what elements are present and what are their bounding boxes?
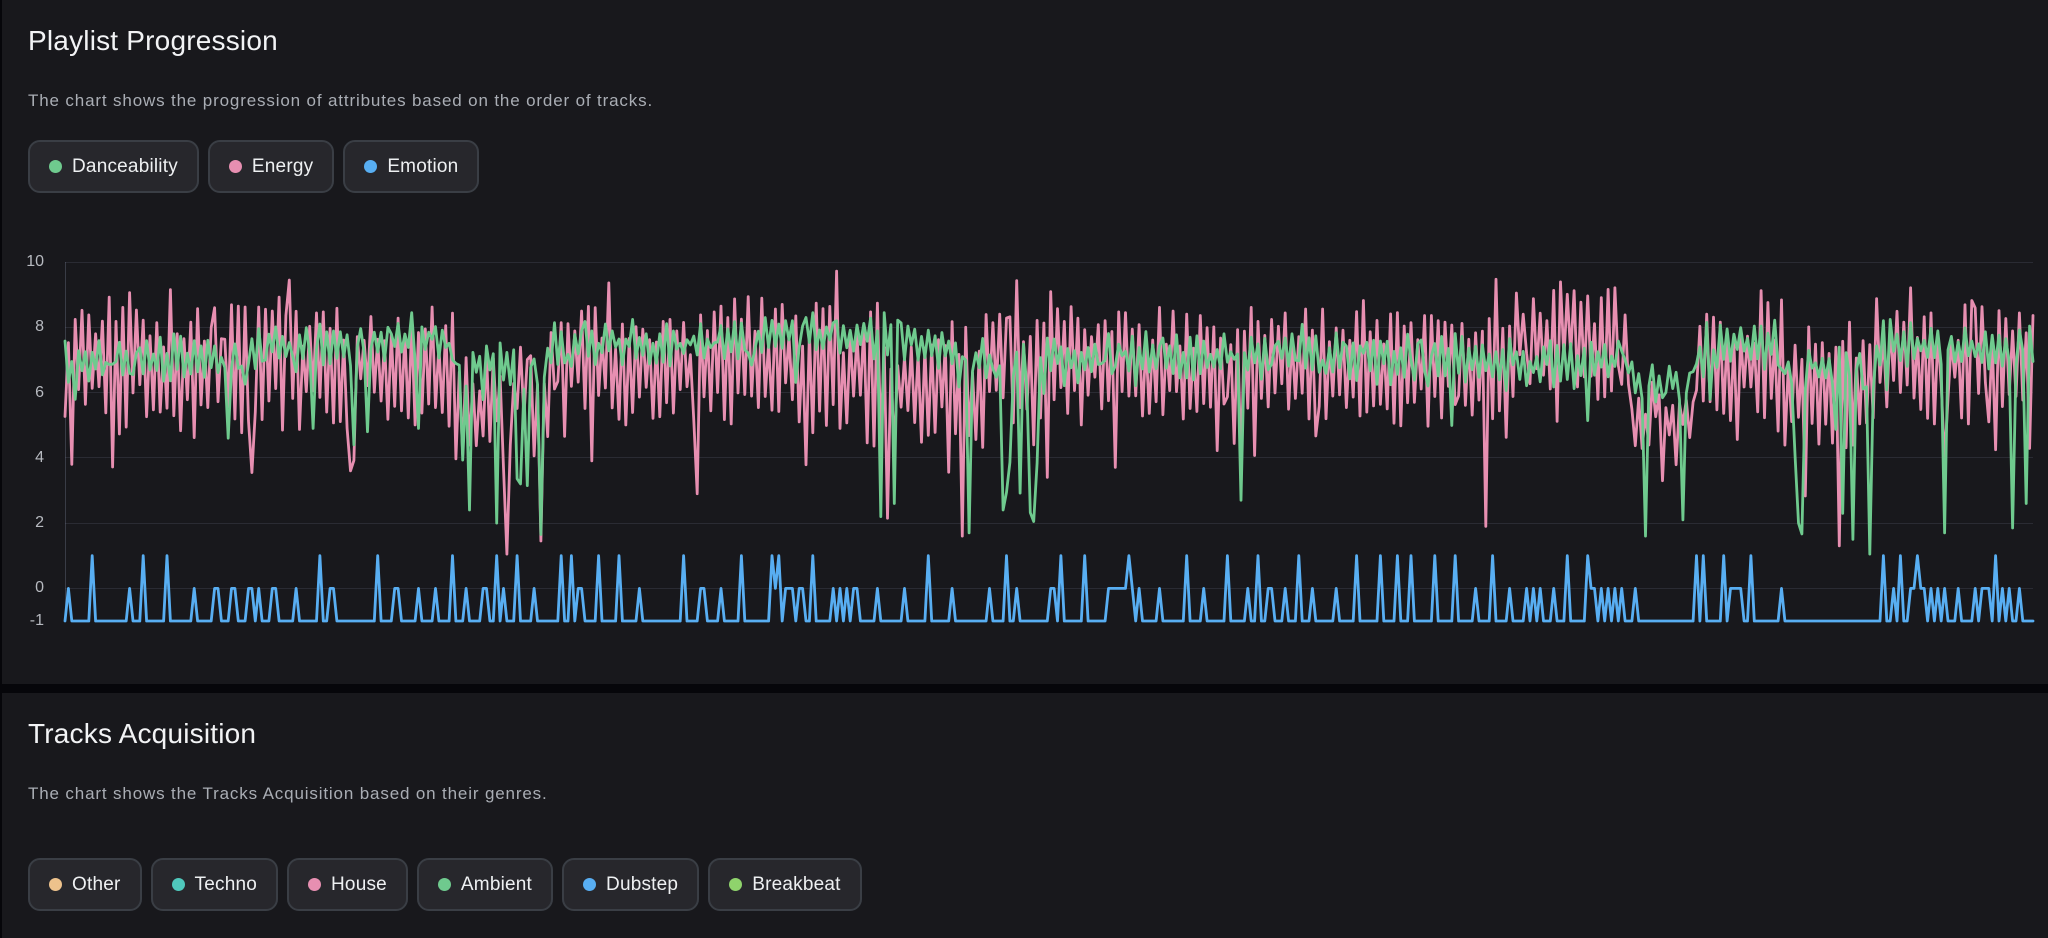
legend-chip-house[interactable]: House (287, 858, 408, 911)
legend-chip-ambient[interactable]: Ambient (416, 858, 554, 911)
legend-chip-label: Techno (194, 873, 257, 895)
y-tick-label-10: 10 (26, 253, 44, 270)
legend-chip-label: Emotion (387, 155, 459, 177)
legend-chip-danceability[interactable]: Danceability (28, 140, 199, 193)
gridline-10 (65, 261, 2033, 263)
legend-chip-label: House (331, 873, 387, 895)
y-tick-label-0: 0 (35, 579, 44, 597)
legend-chip-dubstep[interactable]: Dubstep (562, 858, 700, 911)
gridline-0 (65, 587, 2033, 589)
legend-chip-label: Dubstep (606, 873, 679, 895)
other-dot-icon (49, 878, 62, 891)
legend-chip-label: Energy (251, 155, 314, 177)
danceability-dot-icon (49, 160, 62, 173)
gridline-2 (65, 522, 2033, 524)
legend-chip-label: Breakbeat (752, 873, 841, 895)
y-tick-label-8: 8 (35, 318, 44, 336)
dubstep-dot-icon (583, 878, 597, 891)
legend-chip-emotion[interactable]: Emotion (343, 140, 480, 193)
y-tick-label-2: 2 (35, 514, 44, 532)
legend-chip-energy[interactable]: Energy (207, 140, 335, 193)
playlist-progression-card: Playlist Progression The chart shows the… (2, 0, 2048, 684)
legend-chip-label: Danceability (72, 155, 178, 177)
playlist-progression-plot (63, 269, 2035, 623)
y-tick-label--1: -1 (29, 612, 44, 629)
emotion-dot-icon (364, 160, 378, 173)
y-tick-label-6: 6 (35, 383, 44, 401)
tracks-acquisition-subtitle: The chart shows the Tracks Acquisition b… (28, 784, 548, 803)
y-tick-label-4: 4 (35, 448, 44, 466)
breakbeat-dot-icon (729, 878, 743, 891)
tracks-acquisition-legend: Other Techno House Ambient Dubstep Breakbeat (28, 858, 862, 911)
tracks-acquisition-title: Tracks Acquisition (28, 718, 257, 749)
legend-chip-other[interactable]: Other (28, 858, 142, 911)
techno-dot-icon (171, 878, 185, 891)
legend-chip-label: Ambient (460, 873, 533, 895)
series-line-energy (63, 269, 2035, 556)
energy-dot-icon (228, 160, 242, 173)
legend-chip-label: Other (72, 873, 121, 895)
legend-chip-breakbeat[interactable]: Breakbeat (708, 858, 862, 911)
series-line-emotion (63, 554, 2035, 623)
playlist-progression-title: Playlist Progression (28, 25, 278, 56)
tracks-acquisition-card: Tracks Acquisition The chart shows the T… (2, 693, 2048, 938)
playlist-progression-legend: Danceability Energy Emotion (28, 140, 480, 193)
series-line-danceability (63, 311, 2035, 556)
ambient-dot-icon (437, 878, 451, 891)
legend-chip-techno[interactable]: Techno (150, 858, 278, 911)
y-axis-line (65, 262, 66, 621)
house-dot-icon (308, 878, 321, 891)
playlist-progression-subtitle: The chart shows the progression of attri… (28, 91, 654, 110)
